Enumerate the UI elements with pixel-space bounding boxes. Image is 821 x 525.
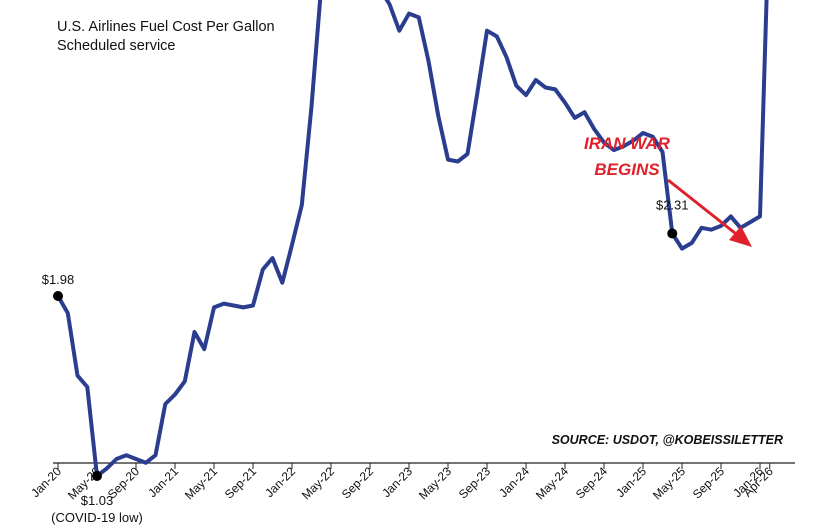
point-labels-layer: $1.98$1.03(COVID-19 low)$2.31$4.11 [42,197,689,525]
fuel-cost-series-line [56,0,769,478]
x-tick-label: Jan-23 [379,464,415,500]
highlight-point-marker [667,228,678,239]
annotation-arrow-head [729,226,752,247]
x-tick-label: May-24 [533,464,571,502]
point-value-label: $2.31 [656,197,689,212]
x-tick-label: Sep-24 [573,464,610,501]
x-tick-label: May-21 [182,464,220,502]
annotation-line-1: IRAN WAR [584,134,671,153]
annotation-line-2: BEGINS [594,160,660,179]
point-sub-label: (COVID-19 low) [51,510,143,525]
x-tick-label: May-22 [299,464,337,502]
annotation-arrow-shaft [667,178,741,239]
x-tick-label: Jan-25 [613,464,649,500]
x-tick-label: Jan-22 [262,464,298,500]
x-tick-label: Sep-25 [690,464,727,501]
chart-subtitle: Scheduled service [57,38,176,54]
x-tick-label: Sep-21 [222,464,259,501]
x-axis-ticks: Jan-20 May-20 Sep-20 Jan-21 May-21 Sep-21 Jan-… [28,463,776,502]
source-note: SOURCE: USDOT, @KOBEISSILETTER [552,433,783,447]
point-value-label: $1.03 [81,493,114,508]
x-tick-label: May-23 [416,464,454,502]
highlight-point-marker [92,471,102,482]
chart-title: U.S. Airlines Fuel Cost Per Gallon [57,19,275,35]
point-value-label: $1.98 [42,272,75,287]
x-tick-label: Jan-21 [145,464,181,500]
x-tick-label: Jan-24 [496,464,532,500]
x-tick-label: Sep-23 [456,464,493,501]
x-tick-label: May-25 [650,464,688,502]
x-tick-label: Jan-20 [28,464,64,500]
iran-war-annotation: IRAN WAR BEGINS [584,134,752,247]
x-tick-label: Sep-22 [339,464,376,501]
series-layer [56,0,769,478]
chart-title-block: U.S. Airlines Fuel Cost Per Gallon Sched… [57,18,275,56]
highlight-point-marker [53,291,63,301]
